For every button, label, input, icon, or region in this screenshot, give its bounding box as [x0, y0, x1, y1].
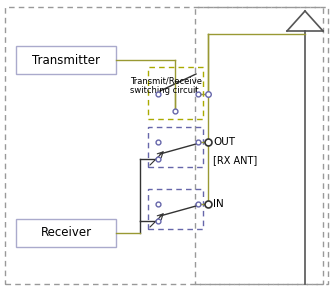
Text: Transmit/Receive
switching circuit: Transmit/Receive switching circuit — [130, 76, 202, 95]
Text: Transmitter: Transmitter — [32, 53, 100, 66]
Bar — [195, 7, 323, 284]
Bar — [148, 189, 203, 229]
Bar — [16, 46, 116, 74]
Text: Receiver: Receiver — [41, 227, 91, 240]
Bar — [16, 219, 116, 247]
Text: [RX ANT]: [RX ANT] — [213, 155, 257, 165]
Text: OUT: OUT — [213, 137, 235, 147]
Bar — [148, 127, 203, 167]
Bar — [148, 67, 203, 119]
Text: IN: IN — [213, 199, 224, 209]
